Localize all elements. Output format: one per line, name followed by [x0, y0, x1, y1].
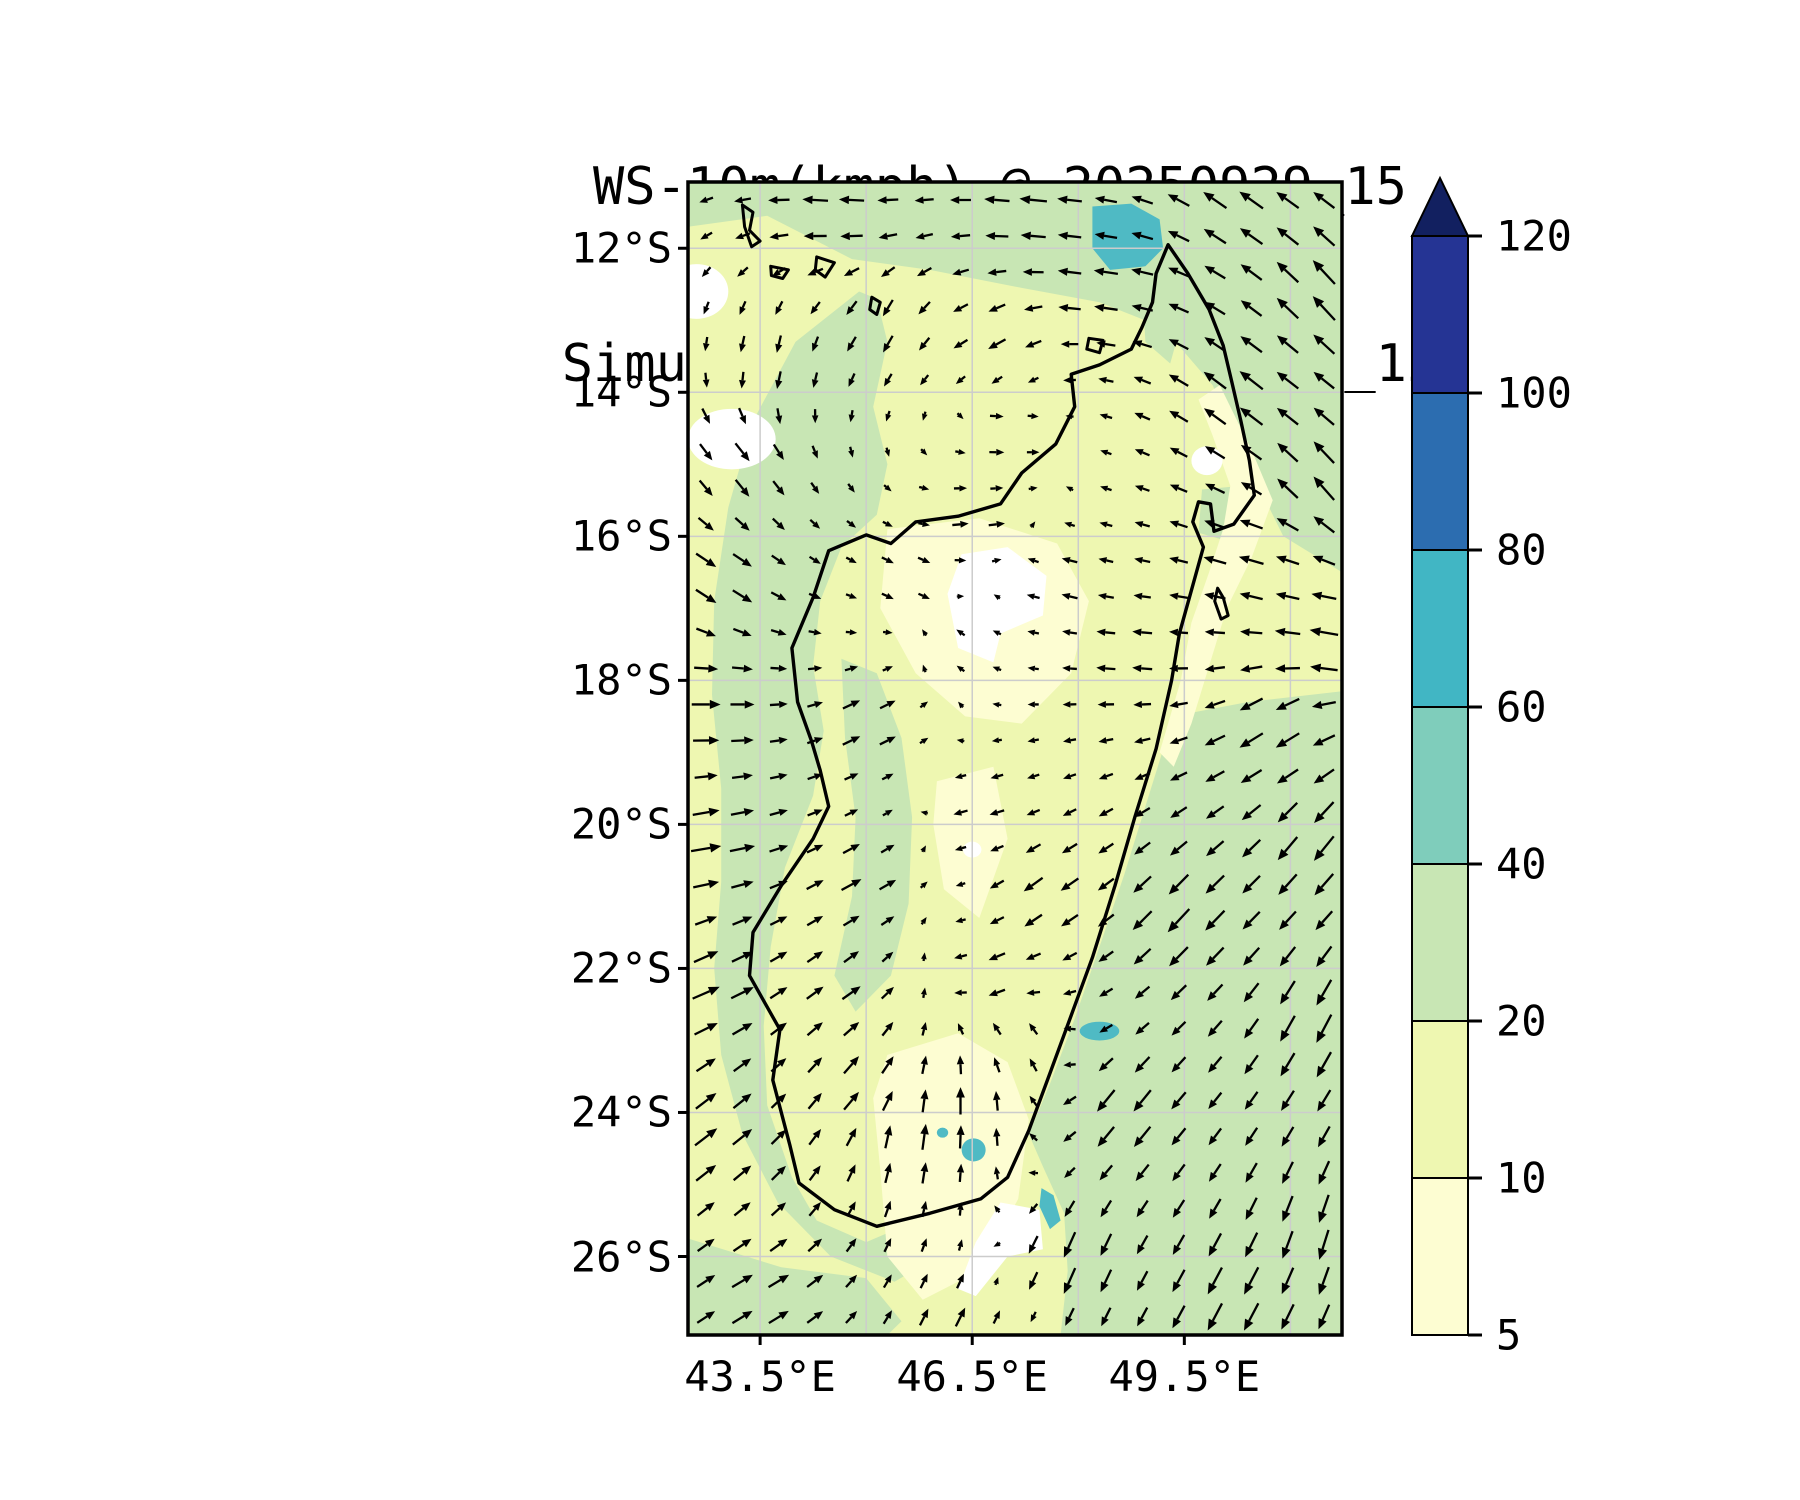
small-island-outline	[1085, 336, 1105, 355]
contour-region	[1028, 691, 1342, 1335]
colorbar-tick-label: 120	[1496, 211, 1572, 261]
map-border	[686, 180, 1344, 1337]
y-axis-tick-label: 26°S	[570, 1232, 672, 1281]
map-content	[688, 182, 1342, 1335]
small-island-outline	[1213, 586, 1230, 621]
x-axis-tick-label: 46.5°E	[896, 1352, 1049, 1401]
contour-region	[961, 1138, 986, 1162]
colorbar-segment	[1411, 1177, 1469, 1336]
colorbar-segment	[1411, 1020, 1469, 1179]
small-island-outline	[740, 203, 762, 249]
contour-region	[936, 1127, 949, 1138]
y-axis-tick-label: 14°S	[570, 367, 672, 417]
wind-arrows	[690, 191, 1339, 1331]
colorbar-tick-label: 10	[1496, 1153, 1547, 1203]
colorbar	[1410, 175, 1482, 1337]
contour-region	[688, 182, 1342, 573]
colorbar-segment	[1411, 706, 1469, 865]
x-axis-tick-label: 43.5°E	[684, 1352, 836, 1401]
colorbar-tick-label: 20	[1496, 996, 1547, 1046]
colorbar-tick-label: 80	[1496, 525, 1547, 575]
colorbar-segment	[1411, 863, 1469, 1022]
y-axis-tick-label: 16°S	[570, 511, 672, 561]
contour-region	[688, 1238, 902, 1335]
colorbar-tick-label: 100	[1496, 368, 1572, 418]
colorbar-tick-label: 40	[1496, 839, 1547, 889]
contour-region	[1039, 1188, 1061, 1230]
small-island-outline	[813, 255, 836, 279]
contour-region	[1159, 385, 1273, 767]
contour-region	[1191, 446, 1223, 476]
colorbar-tick-label: 5	[1496, 1310, 1522, 1360]
colorbar-segment	[1411, 235, 1469, 394]
y-axis-tick-label: 24°S	[570, 1087, 672, 1137]
colorbar-segment	[1411, 392, 1469, 551]
contour-region	[688, 408, 776, 470]
madagascar-coastline	[747, 243, 1256, 1228]
y-axis-tick-label: 12°S	[570, 223, 672, 273]
colorbar-extend-arrow	[1410, 175, 1470, 237]
y-axis-tick-label: 22°S	[570, 943, 672, 993]
y-axis-tick-label: 20°S	[570, 799, 672, 849]
colorbar-segment	[1411, 549, 1469, 708]
small-island-outline	[868, 295, 882, 316]
contour-region	[712, 291, 944, 1282]
contour-region	[688, 264, 729, 319]
x-axis-tick-label: 49.5°E	[1108, 1352, 1261, 1401]
contour-region	[1092, 203, 1164, 270]
colorbar-tick-label: 60	[1496, 682, 1547, 732]
contour-region	[1079, 1021, 1120, 1041]
contour-region	[958, 1202, 1043, 1297]
y-axis-tick-label: 18°S	[570, 655, 672, 705]
contour-region	[834, 658, 913, 1012]
